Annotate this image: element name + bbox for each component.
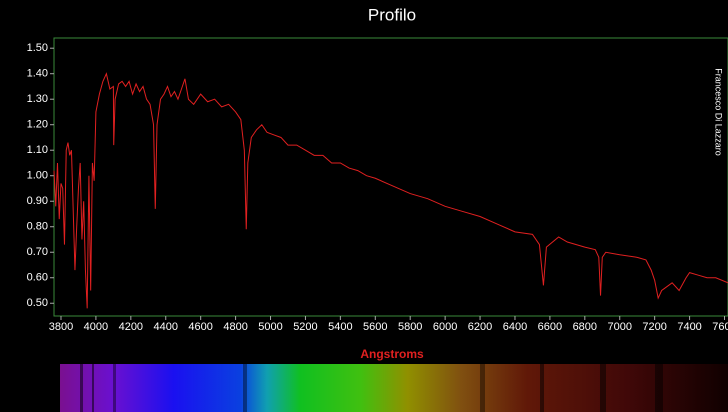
x-tick-label: 6200 <box>468 321 492 333</box>
x-tick-label: 6600 <box>538 321 562 333</box>
x-tick-label: 6800 <box>573 321 597 333</box>
y-tick-label: 0.90 <box>27 195 48 207</box>
x-tick-label: 6000 <box>433 321 457 333</box>
y-tick-label: 1.30 <box>27 93 48 105</box>
x-tick-label: 5600 <box>363 321 387 333</box>
x-tick-label: 4600 <box>188 321 212 333</box>
x-tick-label: 5400 <box>328 321 352 333</box>
side-note: Francesco Di Lazzaro <box>714 68 724 156</box>
x-tick-label: 4400 <box>154 321 178 333</box>
x-tick-label: 7400 <box>677 321 701 333</box>
x-tick-label: 7000 <box>607 321 631 333</box>
x-tick-label: 4800 <box>223 321 247 333</box>
spectrum-line <box>53 72 728 309</box>
y-tick-label: 1.50 <box>27 42 48 54</box>
x-tick-label: 4200 <box>119 321 143 333</box>
chart-title: Profilo <box>368 5 416 24</box>
y-tick-label: 1.10 <box>27 144 48 156</box>
x-tick-label: 6400 <box>503 321 527 333</box>
y-tick-label: 1.40 <box>27 68 48 80</box>
x-tick-label: 5200 <box>293 321 317 333</box>
y-tick-label: 0.50 <box>27 297 48 309</box>
x-tick-label: 5800 <box>398 321 422 333</box>
x-tick-label: 3800 <box>49 321 73 333</box>
plot-area <box>53 37 728 317</box>
x-axis-label: Angstroms <box>360 347 424 361</box>
x-tick-label: 5000 <box>258 321 282 333</box>
x-tick-label: 4000 <box>84 321 108 333</box>
x-tick-label: 7200 <box>642 321 666 333</box>
y-tick-label: 1.00 <box>27 170 48 182</box>
y-tick-label: 0.60 <box>27 272 48 284</box>
y-tick-label: 1.20 <box>27 119 48 131</box>
spectrum-strip <box>60 364 728 412</box>
x-tick-label: 7600 <box>712 321 728 333</box>
y-tick-label: 0.70 <box>27 246 48 258</box>
y-tick-label: 0.80 <box>27 221 48 233</box>
